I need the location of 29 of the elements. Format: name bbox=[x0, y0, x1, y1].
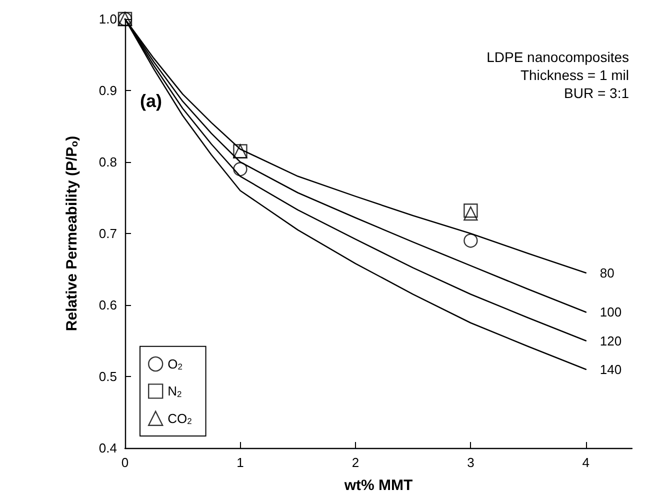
point bbox=[464, 234, 478, 248]
legend-label: N2 bbox=[168, 384, 182, 399]
y-tick-label: 1.0 bbox=[98, 12, 117, 26]
point bbox=[464, 206, 478, 221]
annotation: LDPE nanocomposites bbox=[486, 49, 630, 65]
annotation: Thickness = 1 mil bbox=[520, 67, 630, 83]
y-tick-label: 0.8 bbox=[98, 154, 117, 170]
x-tick-label: 4 bbox=[582, 455, 590, 470]
x-tick-label: 1 bbox=[236, 455, 244, 470]
series-label: 120 bbox=[600, 333, 622, 348]
y-tick-label: 0.6 bbox=[98, 298, 117, 312]
x-tick-label: 3 bbox=[467, 455, 474, 470]
series-label: 140 bbox=[600, 362, 622, 377]
x-tick-label: 0 bbox=[121, 455, 129, 470]
y-tick-label: 0.5 bbox=[98, 369, 117, 384]
y-tick-label: 0.9 bbox=[98, 83, 117, 98]
series-label: 100 bbox=[600, 304, 622, 320]
x-axis-title: wt% MMT bbox=[343, 477, 413, 494]
point bbox=[464, 204, 478, 218]
legend-label: CO2 bbox=[168, 410, 192, 426]
annotation: (a) bbox=[140, 91, 162, 111]
y-tick-label: 0.4 bbox=[98, 440, 117, 456]
y-axis-title: Relative Permeability (P/Po) bbox=[64, 136, 80, 332]
point bbox=[233, 162, 248, 176]
annotation: BUR = 3:1 bbox=[564, 85, 630, 101]
legend-label: O2 bbox=[168, 356, 183, 372]
x-tick-label: 2 bbox=[352, 455, 360, 470]
series-label: 80 bbox=[600, 265, 614, 280]
y-tick-label: 0.7 bbox=[98, 226, 117, 241]
